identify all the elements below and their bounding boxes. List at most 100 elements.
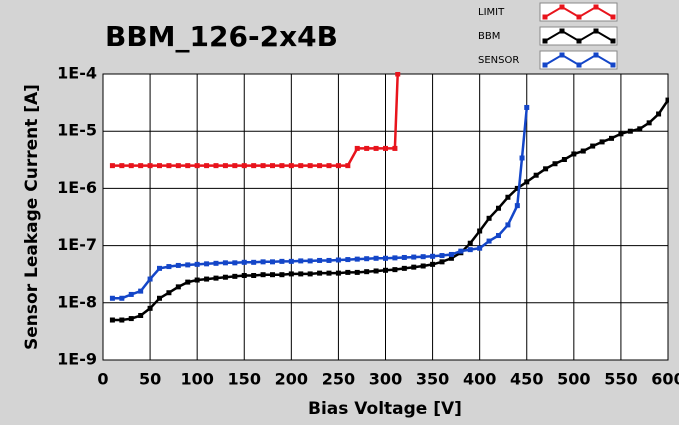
point-marker [411, 264, 417, 270]
point-marker [194, 277, 200, 283]
legend-label: BBM [478, 31, 500, 42]
point-marker [364, 256, 370, 262]
point-marker [232, 163, 238, 169]
y-tick-label: 1E-4 [57, 64, 97, 83]
legend-swatch-marker [576, 14, 582, 20]
point-marker [138, 312, 144, 318]
point-marker [185, 279, 191, 285]
point-marker [222, 163, 228, 169]
point-marker [222, 260, 228, 266]
point-marker [656, 111, 662, 117]
point-marker [119, 317, 125, 323]
point-marker [637, 126, 643, 132]
point-marker [401, 254, 407, 260]
point-marker [204, 261, 210, 267]
point-marker [307, 271, 313, 277]
point-marker [486, 238, 492, 244]
point-marker [109, 295, 115, 301]
point-marker [279, 272, 285, 278]
point-marker [326, 257, 332, 263]
legend-swatch-marker [610, 14, 616, 20]
point-marker [354, 269, 360, 275]
point-marker [543, 166, 549, 172]
point-marker [260, 259, 266, 265]
point-marker [524, 104, 530, 110]
point-marker [317, 163, 323, 169]
series-line [112, 107, 529, 300]
legend-swatch-marker [559, 28, 565, 34]
point-marker [392, 145, 398, 151]
point-marker [552, 161, 558, 167]
point-marker [298, 163, 304, 169]
point-marker [420, 263, 426, 269]
point-marker [194, 163, 200, 169]
x-tick-label: 400 [463, 370, 496, 389]
legend-swatch-marker [542, 38, 548, 44]
point-marker [157, 295, 162, 301]
point-marker [241, 259, 247, 265]
point-marker [383, 255, 388, 261]
point-marker [373, 145, 379, 151]
legend: LIMIT BBM SENSOR [470, 0, 620, 70]
point-marker [232, 273, 238, 279]
legend-swatch-marker [559, 52, 565, 58]
point-marker [147, 305, 153, 311]
point-marker [514, 185, 520, 191]
point-marker [514, 203, 520, 209]
point-marker [505, 194, 511, 200]
legend-swatch-marker [593, 52, 599, 58]
x-tick-label: 600 [651, 370, 679, 389]
point-marker [505, 222, 511, 228]
point-marker [373, 255, 379, 261]
point-marker [119, 163, 125, 169]
point-marker [646, 120, 652, 126]
point-marker [430, 253, 436, 259]
point-marker [175, 163, 181, 169]
point-marker [166, 163, 172, 169]
point-marker [345, 163, 351, 169]
point-marker [458, 248, 464, 254]
point-marker [109, 163, 115, 169]
point-marker [109, 317, 115, 323]
point-marker [204, 276, 210, 282]
point-marker [561, 157, 567, 163]
point-marker [128, 316, 134, 322]
x-tick-label: 550 [604, 370, 637, 389]
point-marker [477, 228, 483, 234]
point-marker [241, 163, 247, 169]
point-marker [213, 260, 219, 266]
point-marker [383, 145, 388, 151]
point-marker [364, 269, 370, 275]
point-marker [392, 255, 398, 261]
point-marker [288, 258, 294, 264]
point-marker [128, 163, 134, 169]
y-tick-label: 1E-8 [57, 292, 97, 311]
point-marker [251, 273, 257, 279]
point-marker [430, 261, 436, 267]
point-marker [373, 268, 379, 274]
point-marker [618, 131, 624, 137]
point-marker [138, 163, 144, 169]
point-marker [260, 272, 266, 278]
x-tick-label: 50 [139, 370, 161, 389]
legend-swatch-marker [542, 62, 548, 68]
legend-swatch-marker [593, 28, 599, 34]
point-marker [270, 163, 275, 169]
point-marker [298, 258, 304, 264]
x-axis-label: Bias Voltage [V] [308, 399, 462, 419]
point-marker [175, 284, 181, 290]
point-marker [251, 259, 257, 265]
point-marker [467, 240, 473, 246]
legend-label: LIMIT [478, 7, 505, 18]
point-marker [298, 271, 304, 277]
point-marker [185, 262, 191, 268]
x-tick-label: 450 [510, 370, 543, 389]
point-marker [288, 271, 294, 277]
point-marker [307, 163, 313, 169]
x-tick-label: 150 [228, 370, 261, 389]
legend-label: SENSOR [478, 55, 519, 66]
point-marker [185, 163, 191, 169]
x-tick-label: 0 [97, 370, 108, 389]
point-marker [194, 261, 200, 267]
